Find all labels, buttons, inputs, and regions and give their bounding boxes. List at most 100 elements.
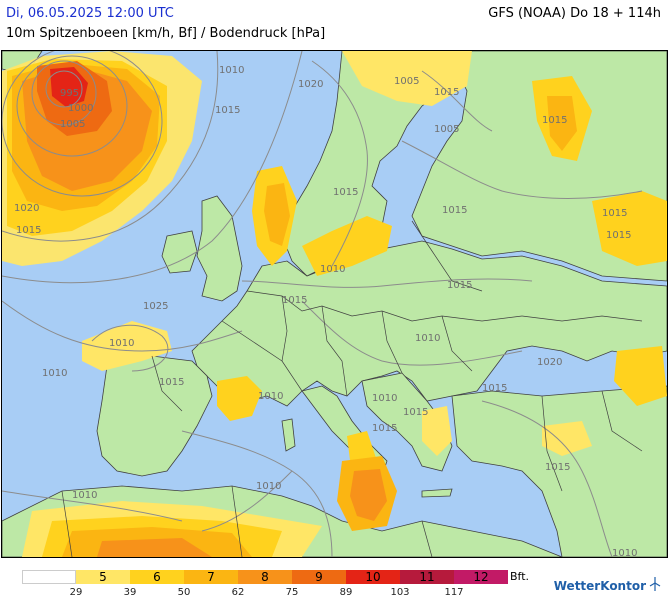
legend-class-bf12: 12 xyxy=(454,570,508,584)
isobar-label: 1010 xyxy=(415,333,440,344)
legend-kmh-tick: 39 xyxy=(123,587,137,598)
map-subtitle: 10m Spitzenboeen [km/h, Bf] / Bodendruck… xyxy=(6,26,326,41)
isobar-label: 1005 xyxy=(394,76,419,87)
border-line xyxy=(231,485,243,557)
legend-kmh-tick: 103 xyxy=(390,587,410,598)
isobar-label: 1010 xyxy=(109,338,134,349)
isobar-label: 1010 xyxy=(612,548,637,557)
isobar-ring xyxy=(31,60,97,126)
isobar-label: 1010 xyxy=(72,490,97,501)
isobar-label: 1020 xyxy=(537,357,562,368)
isobar-label: 1010 xyxy=(219,65,244,76)
legend-class-bf9: 9 xyxy=(292,570,346,584)
land-sardinia xyxy=(281,418,296,452)
gust-bf10-atlantic xyxy=(50,67,88,107)
isobar-line xyxy=(311,60,368,267)
gust-legend: 5 6 7 8 9 10 11 12 Bft. 29 39 50 62 75 8… xyxy=(0,565,669,600)
isobar-label: 1000 xyxy=(68,103,93,114)
isobar-label: 1015 xyxy=(282,295,307,306)
isobar-line xyxy=(2,300,243,352)
isobar-label: 1015 xyxy=(434,87,459,98)
gust-bf5-biscay xyxy=(82,321,172,371)
isobar-label: 1015 xyxy=(215,105,240,116)
isobar-line xyxy=(201,470,293,532)
forecast-datetime: Di, 06.05.2025 12:00 UTC xyxy=(6,6,174,21)
isobar-label: 1010 xyxy=(42,368,67,379)
model-run-label: GFS (NOAA) Do 18 + 114h xyxy=(488,6,661,21)
isobar-label: 1015 xyxy=(442,205,467,216)
isobar-line xyxy=(301,300,523,366)
gust-bf6-east-med xyxy=(614,346,667,406)
gust-bf8-north-africa xyxy=(97,538,212,557)
border-line xyxy=(321,305,348,397)
isobar-label: 1005 xyxy=(434,124,459,135)
gust-bf5-middle-east xyxy=(542,421,592,456)
isobar-ring xyxy=(2,51,163,197)
isobar-labels: 1020 1010 1015 1005 1015 1015 1020 1005 … xyxy=(14,65,637,557)
isobar-line xyxy=(2,51,219,242)
isobar-label: 1015 xyxy=(606,230,631,241)
border-line xyxy=(221,320,283,362)
gust-bf8-libya xyxy=(350,469,387,521)
border-line xyxy=(381,310,403,374)
legend-class-bf5: 5 xyxy=(76,570,130,584)
isobar-line xyxy=(2,490,183,522)
land-crete xyxy=(421,488,453,498)
gust-bf7-north-east xyxy=(547,96,577,151)
legend-class-bf8: 8 xyxy=(238,570,292,584)
legend-class-bf6: 6 xyxy=(130,570,184,584)
isobar-label: 1015 xyxy=(542,115,567,126)
brand-name: WetterKontor xyxy=(553,578,646,593)
isobar-label: 1010 xyxy=(258,391,283,402)
isobar-label: 1015 xyxy=(372,423,397,434)
land-ireland xyxy=(161,230,198,274)
gust-bf6-gulf-of-lion xyxy=(217,376,262,421)
isobar-label: 1015 xyxy=(447,280,472,291)
isobar-line xyxy=(421,70,493,132)
isobar-label: 1015 xyxy=(403,407,428,418)
gust-bf6-baltic xyxy=(302,216,392,276)
isobar-label: 1010 xyxy=(256,481,281,492)
legend-kmh-tick: 50 xyxy=(177,587,191,598)
legend-class-bf7: 7 xyxy=(184,570,238,584)
isobar-line xyxy=(401,140,643,199)
land-iberia xyxy=(96,355,213,477)
border-line xyxy=(151,355,183,412)
legend-kmh-tick: 89 xyxy=(339,587,353,598)
isobar-label: 1025 xyxy=(143,301,168,312)
country-borders xyxy=(61,220,643,557)
isobar-label: 1015 xyxy=(159,377,184,388)
isobar-label: 1020 xyxy=(14,203,39,214)
isobar-line xyxy=(91,324,169,372)
border-line xyxy=(411,220,483,292)
border-line xyxy=(246,290,523,322)
land-turkey xyxy=(451,385,667,557)
isobar-label: 1005 xyxy=(60,119,85,130)
border-line xyxy=(541,395,563,492)
isobar-label: 1020 xyxy=(298,79,323,90)
isobar-label: 1015 xyxy=(545,462,570,473)
gust-bf5-aegean xyxy=(422,406,452,456)
isobar-line xyxy=(481,400,613,557)
isobar-label: 995 xyxy=(60,88,79,99)
isobar-ring xyxy=(45,70,83,108)
gust-shading xyxy=(2,51,667,557)
wind-turbine-icon xyxy=(649,577,661,594)
gust-bf6-east xyxy=(592,191,667,266)
legend-class-calm xyxy=(22,570,76,584)
isobar-label: 1015 xyxy=(482,383,507,394)
border-line xyxy=(281,295,303,392)
isobar-ring xyxy=(16,55,128,157)
brand-logo[interactable]: WetterKontor xyxy=(554,577,661,594)
border-line xyxy=(521,315,643,322)
legend-kmh-tick: 29 xyxy=(69,587,83,598)
legend-class-bf11: 11 xyxy=(400,570,454,584)
legend-kmh-tick: 62 xyxy=(231,587,245,598)
border-line xyxy=(441,315,473,372)
legend-bft-label: Bft. xyxy=(510,570,530,583)
isobar-label: 1015 xyxy=(333,187,358,198)
land-great-britain xyxy=(196,195,243,302)
wind-gust-map: 1020 1010 1015 1005 1015 1015 1020 1005 … xyxy=(1,50,668,558)
gust-bf7-norway xyxy=(264,183,290,246)
isobar-label: 1015 xyxy=(602,208,627,219)
